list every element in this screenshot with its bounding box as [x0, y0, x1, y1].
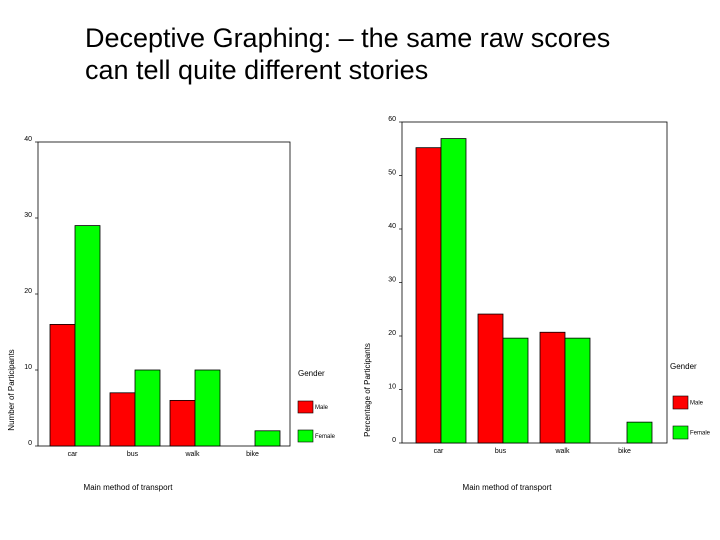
chart-number-of-participants: 0 10 20 30 40 car bus walk bike Main method of tr… — [7, 136, 336, 492]
x-category-label: bus — [127, 451, 139, 458]
x-category-label: walk — [184, 451, 200, 458]
bar-female-walk — [564, 337, 591, 444]
bar-female-bus — [502, 337, 529, 444]
bar-male-walk — [169, 399, 196, 447]
y-tick-label: 20 — [24, 288, 32, 295]
bar-male-car — [415, 147, 442, 444]
y-tick-label: 20 — [388, 330, 396, 337]
x-category-label: bus — [495, 448, 507, 455]
slide-title-line-2: can tell quite different stories — [85, 55, 429, 85]
bar-male-bus — [109, 392, 136, 447]
bar-female-bike — [626, 421, 653, 444]
y-tick-label: 10 — [24, 364, 32, 371]
y-tick-label: 30 — [24, 212, 32, 219]
bar-female-car — [74, 225, 101, 447]
x-category-label: bike — [246, 451, 259, 458]
legend-label-male: Male — [690, 401, 704, 407]
y-tick-label: 40 — [24, 136, 32, 143]
y-tick-label: 0 — [28, 440, 32, 447]
legend-label-male: Male — [315, 405, 329, 411]
bar-male-walk — [539, 331, 566, 444]
legend-swatch-female — [672, 425, 689, 440]
bar-female-bus — [134, 369, 161, 447]
x-category-label: car — [68, 451, 78, 458]
legend-swatch-male — [297, 400, 314, 414]
slide-title-line-1: Deceptive Graphing: – the same raw score… — [85, 23, 611, 53]
x-category-label: walk — [554, 448, 570, 455]
legend-title: Gender — [298, 369, 325, 378]
y-tick-label: 50 — [388, 170, 396, 177]
x-category-label: car — [434, 448, 444, 455]
x-axis-label: Main method of transport — [463, 483, 553, 492]
legend-swatch-female — [297, 429, 314, 443]
chart-percentage-of-participants: 0 10 20 30 40 50 60 car bus walk bike Main method o… — [363, 116, 711, 492]
bar-male-car — [49, 323, 76, 447]
legend-label-female: Female — [690, 431, 711, 437]
y-axis-label: Number of Participants — [7, 349, 16, 430]
legend-label-female: Female — [315, 434, 336, 440]
legend-title: Gender — [670, 362, 697, 371]
bar-female-walk — [194, 369, 221, 447]
y-tick-label: 40 — [388, 223, 396, 230]
y-tick-label: 60 — [388, 116, 396, 123]
y-tick-label: 0 — [392, 437, 396, 444]
x-axis-label: Main method of transport — [84, 483, 174, 492]
y-axis-label: Percentage of Participants — [363, 343, 372, 437]
slide-title: Deceptive Graphing: – the same raw score… — [85, 22, 705, 86]
bar-female-bike — [254, 430, 281, 447]
y-tick-label: 30 — [388, 277, 396, 284]
bar-female-car — [440, 138, 467, 444]
x-category-label: bike — [618, 448, 631, 455]
y-tick-label: 10 — [388, 384, 396, 391]
bar-male-bus — [477, 313, 504, 444]
legend-swatch-male — [672, 395, 689, 410]
